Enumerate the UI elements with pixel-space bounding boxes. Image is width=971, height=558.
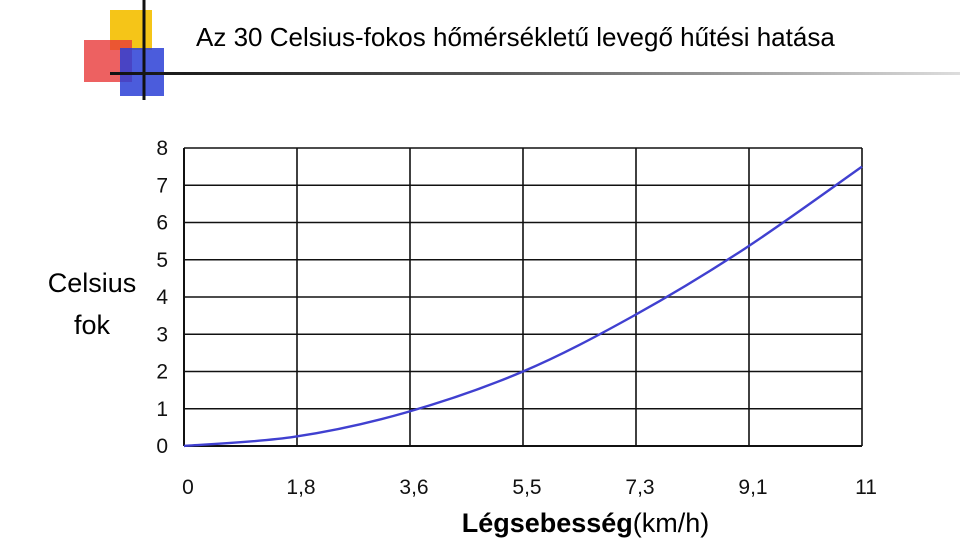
y-tick-label: 2	[156, 361, 168, 384]
x-tick-label: 0	[182, 476, 194, 499]
x-axis-label: Légsebesség(km/h)	[0, 508, 971, 539]
x-tick-label: 1,8	[286, 476, 315, 499]
y-axis-label-line1: Celsius	[47, 268, 137, 298]
x-tick-label: 5,5	[512, 476, 541, 499]
series-line	[183, 165, 863, 448]
y-tick-label: 3	[156, 323, 168, 346]
x-tick-label: 11	[855, 476, 877, 499]
chart-ticks: 0 1 2 3 4 5 6 7 8 0 1,8 3,6 5,5 7,3 9,1 11	[156, 137, 877, 499]
title-divider	[110, 72, 960, 75]
y-tick-label: 6	[156, 212, 168, 235]
y-axis-label: Celsius fok	[36, 262, 148, 346]
y-tick-label: 5	[156, 249, 168, 272]
chart-series	[183, 165, 863, 448]
x-axis-label-name: Légsebesség	[461, 508, 633, 538]
page-title: Az 30 Celsius-fokos hőmérsékletű levegő …	[196, 22, 835, 52]
y-tick-label: 0	[156, 435, 168, 458]
chart-grid	[184, 147, 863, 446]
y-tick-label: 8	[156, 137, 168, 160]
chart-axes	[183, 148, 862, 447]
x-tick-label: 9,1	[738, 476, 767, 499]
y-axis-label-line2: fok	[73, 310, 111, 340]
x-axis-label-unit: (km/h)	[632, 508, 710, 538]
y-tick-label: 4	[156, 286, 168, 309]
x-tick-label: 3,6	[399, 476, 428, 499]
x-tick-label: 7,3	[625, 476, 654, 499]
y-tick-label: 7	[156, 174, 168, 197]
y-tick-label: 1	[156, 398, 168, 421]
